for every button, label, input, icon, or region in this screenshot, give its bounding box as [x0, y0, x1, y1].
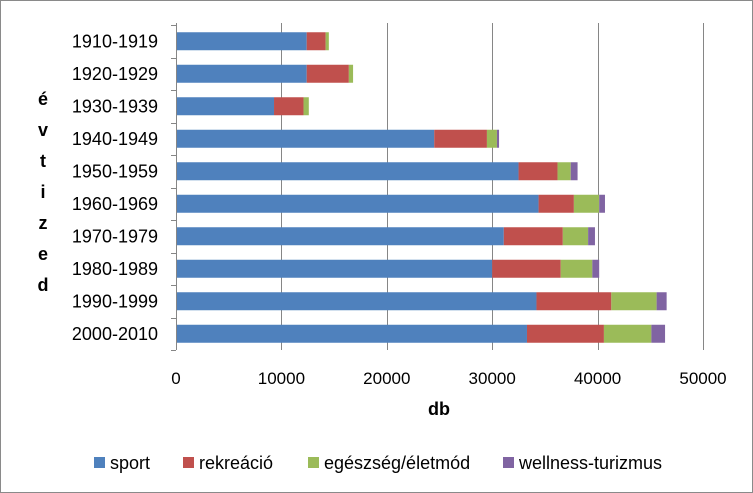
bar-segment-eg-szs-g-letm-d — [560, 259, 593, 278]
y-axis-title-letter: i — [40, 182, 45, 202]
bar-segment-eg-szs-g-letm-d — [348, 64, 354, 83]
legend-item: rekreáció — [183, 453, 273, 473]
y-axis-title-letter: d — [38, 275, 49, 295]
x-tick-label: 30000 — [469, 369, 516, 388]
bar-segment-eg-szs-g-letm-d — [603, 324, 652, 343]
x-tick-label: 40000 — [574, 369, 621, 388]
y-axis-title-letter: z — [39, 213, 48, 233]
bar-segment-sport — [176, 32, 307, 51]
x-tick-label: 0 — [171, 369, 180, 388]
legend-swatch — [94, 457, 105, 468]
category-label: 1940-1949 — [72, 129, 158, 149]
bar-segment-eg-szs-g-letm-d — [303, 97, 309, 116]
bar-segment-eg-szs-g-letm-d — [325, 32, 329, 51]
category-label: 2000-2010 — [72, 324, 158, 344]
x-tick-label: 20000 — [363, 369, 410, 388]
bar-segment-sport — [176, 194, 539, 213]
bar-segment-eg-szs-g-letm-d — [573, 194, 600, 213]
bar-segment-sport — [176, 227, 504, 246]
bar-segment-wellness-turizmus — [570, 162, 578, 181]
bar-segment-rekre-ci- — [536, 292, 612, 311]
bar-segment-rekre-ci- — [306, 64, 349, 83]
category-label: 1930-1939 — [72, 96, 158, 116]
bar-segment-wellness-turizmus — [588, 227, 595, 246]
category-label: 1910-1919 — [72, 31, 158, 51]
y-axis-title-letter: t — [40, 151, 46, 171]
category-label: 1970-1979 — [72, 226, 158, 246]
bar-segment-eg-szs-g-letm-d — [557, 162, 571, 181]
legend-swatch — [503, 457, 514, 468]
x-tick-label: 10000 — [258, 369, 305, 388]
bar-segment-wellness-turizmus — [496, 129, 500, 148]
bars — [176, 32, 667, 343]
bar-segment-rekre-ci- — [492, 259, 561, 278]
legend: sport rekreáció egészség/életmód wellness-t… — [94, 453, 662, 473]
bar-segment-rekre-ci- — [538, 194, 574, 213]
bar-segment-wellness-turizmus — [651, 324, 666, 343]
bar-segment-wellness-turizmus — [592, 259, 600, 278]
bar-segment-wellness-turizmus — [599, 194, 605, 213]
legend-label: rekreáció — [199, 453, 273, 473]
bar-segment-sport — [176, 259, 493, 278]
bar-segment-sport — [176, 324, 527, 343]
bar-segment-rekre-ci- — [274, 97, 304, 116]
x-tick-label: 50000 — [679, 369, 726, 388]
y-axis-title-letter: e — [38, 244, 48, 264]
y-axis-title-letter: é — [38, 89, 48, 109]
bar-segment-sport — [176, 162, 519, 181]
x-tick-labels: 0 10000 20000 30000 40000 50000 — [171, 369, 726, 388]
bar-segment-sport — [176, 129, 435, 148]
bar-segment-rekre-ci- — [306, 32, 326, 51]
bar-segment-rekre-ci- — [526, 324, 604, 343]
category-label: 1920-1929 — [72, 64, 158, 84]
category-labels: 1910-1919 1920-1929 1930-1939 1940-1949 1950… — [72, 31, 158, 344]
legend-label: wellness-turizmus — [518, 453, 662, 473]
y-axis-title-letter: v — [38, 120, 48, 140]
bar-segment-eg-szs-g-letm-d — [562, 227, 589, 246]
bar-segment-rekre-ci- — [434, 129, 487, 148]
legend-item: sport — [94, 453, 150, 473]
legend-label: sport — [110, 453, 150, 473]
legend-item: wellness-turizmus — [503, 453, 662, 473]
legend-swatch — [183, 457, 194, 468]
x-axis-title: db — [428, 399, 450, 419]
bar-segment-sport — [176, 64, 307, 83]
category-label: 1990-1999 — [72, 291, 158, 311]
bar-segment-sport — [176, 97, 275, 116]
legend-label: egészség/életmód — [324, 453, 470, 473]
bar-segment-eg-szs-g-letm-d — [486, 129, 497, 148]
bar-segment-wellness-turizmus — [656, 292, 667, 311]
category-axis — [171, 23, 177, 351]
legend-item: egészség/életmód — [308, 453, 470, 473]
bar-segment-eg-szs-g-letm-d — [611, 292, 657, 311]
category-label: 1960-1969 — [72, 194, 158, 214]
legend-swatch — [308, 457, 319, 468]
bar-segment-rekre-ci- — [503, 227, 563, 246]
category-label: 1950-1959 — [72, 161, 158, 181]
category-label: 1980-1989 — [72, 259, 158, 279]
bar-segment-rekre-ci- — [518, 162, 558, 181]
bar-segment-sport — [176, 292, 537, 311]
